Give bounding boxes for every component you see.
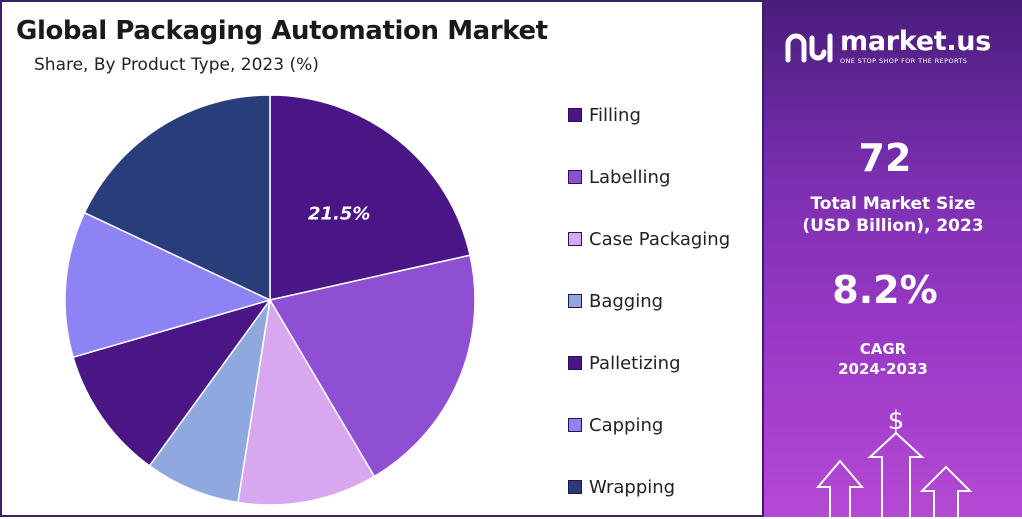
cagr-label-line1: CAGR [859,340,907,358]
legend-item-filling: Filling [568,102,641,128]
legend-label: Wrapping [589,476,676,498]
legend-label: Filling [589,104,641,126]
stats-panel: market.us ONE STOP SHOP FOR THE REPORTS … [764,0,1022,517]
market-size-label-line2: (USD Billion), 2023 [802,216,984,237]
pie-slice-case-packaging [237,297,376,506]
market-size-label: Total Market Size (USD Billion), 2023 [764,193,1022,237]
legend-item-capping: Capping [568,412,663,438]
brand-tagline: ONE STOP SHOP FOR THE REPORTS [840,57,968,65]
chart-title: Global Packaging Automation Market [16,16,548,46]
cagr-value: 8.2% [832,268,938,312]
arrow-left-icon [815,459,865,517]
legend-swatch [568,418,582,432]
legend-swatch [568,232,582,246]
data-label-filling: 21.5% [308,204,370,225]
pie-slice-bagging [148,299,271,504]
pie-chart: 21.5% [64,94,476,506]
legend-item-wrapping: Wrapping [568,474,675,500]
chart-subtitle: Share, By Product Type, 2023 (%) [34,55,319,75]
legend-label: Bagging [589,290,664,312]
pie-slice-labelling [268,254,476,478]
cagr-label: CAGR 2024-2033 [764,340,1012,379]
cagr-label-line2: 2024-2033 [838,359,928,378]
pie-slice-filling [269,94,471,301]
legend-item-palletizing: Palletizing [568,350,681,376]
market-size-value: 72 [858,136,912,180]
brand-name: market.us [840,26,991,57]
dollar-icon: $ [888,406,905,436]
legend-label: Case Packaging [589,228,731,250]
legend-swatch [568,170,582,184]
legend-swatch [568,480,582,494]
growth-arrows-icon: $ [815,406,973,517]
legend-label: Palletizing [589,352,681,374]
legend-swatch [568,108,582,122]
arrow-center-icon [867,431,925,517]
pie-slice-wrapping [83,94,271,302]
legend-swatch [568,356,582,370]
brand-text: market.us ONE STOP SHOP FOR THE REPORTS [840,26,991,66]
legend-swatch [568,294,582,308]
legend-item-labelling: Labelling [568,164,670,190]
market-size-label-line1: Total Market Size [810,194,976,214]
arrow-right-icon [919,465,973,517]
legend-item-case-packaging: Case Packaging [568,226,730,252]
legend-label: Labelling [589,166,671,188]
chart-panel: Global Packaging Automation Market Share… [0,0,764,517]
pie-slice-capping [64,211,273,359]
pie-slice-palletizing [72,298,272,467]
legend-item-bagging: Bagging [568,288,663,314]
legend-label: Capping [589,414,664,436]
market-us-logo-icon [785,33,833,62]
brand: market.us ONE STOP SHOP FOR THE REPORTS [784,28,991,65]
